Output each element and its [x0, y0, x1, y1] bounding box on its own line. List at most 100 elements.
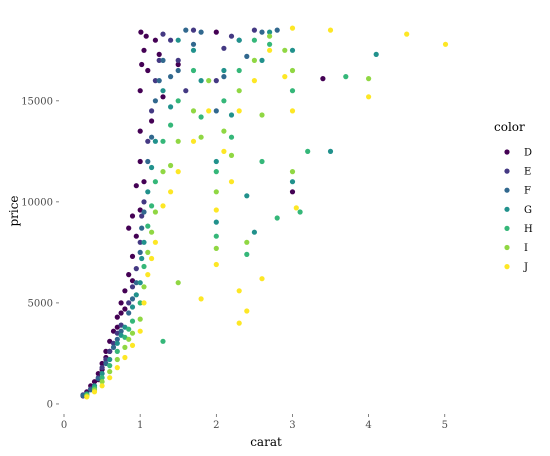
data-point-E-6 — [126, 300, 132, 306]
data-point-I-14 — [206, 78, 212, 84]
data-point-G-23 — [251, 229, 257, 235]
data-point-F-27 — [244, 53, 250, 60]
data-point-J-3 — [107, 375, 113, 381]
data-point-J-26 — [213, 261, 219, 268]
data-point-G-25 — [139, 255, 145, 262]
data-point-G-16 — [236, 37, 242, 43]
plot-points — [80, 25, 449, 400]
data-point-I-23 — [244, 239, 250, 245]
data-point-H-16 — [236, 67, 242, 74]
y-tick-label-0: 0 — [47, 399, 53, 410]
data-point-G-18 — [267, 29, 273, 35]
data-point-F-9 — [141, 209, 147, 215]
data-point-J-36 — [289, 25, 296, 31]
data-point-H-22 — [213, 233, 219, 239]
legend-key-J — [504, 264, 510, 270]
data-point-F-21 — [149, 134, 155, 140]
data-point-D-23 — [129, 213, 136, 219]
data-point-H-12 — [175, 98, 181, 104]
data-point-E-16 — [228, 33, 235, 39]
y-tick-label-1: 5000 — [28, 298, 53, 309]
data-point-D-17 — [137, 88, 143, 94]
legend-label-E: E — [524, 167, 531, 178]
data-point-H-21 — [343, 74, 349, 80]
data-point-F-7 — [133, 280, 139, 286]
data-point-F-6 — [126, 310, 132, 316]
data-point-F-16 — [213, 108, 219, 114]
data-point-H-11 — [160, 138, 166, 144]
data-point-F-19 — [274, 27, 280, 33]
data-point-I-13 — [190, 108, 197, 114]
data-point-E-23 — [221, 45, 227, 51]
data-point-D-6 — [103, 348, 109, 354]
data-point-F-10 — [145, 158, 151, 165]
legend-key-E — [504, 168, 510, 174]
data-point-D-13 — [129, 253, 136, 259]
data-point-I-27 — [168, 162, 174, 169]
data-point-D-19 — [141, 47, 147, 53]
data-point-E-8 — [137, 239, 143, 245]
legend-label-H: H — [524, 224, 533, 235]
data-point-F-18 — [259, 29, 265, 35]
data-point-I-12 — [175, 138, 181, 144]
data-point-I-6 — [129, 330, 136, 336]
data-point-E-12 — [160, 31, 166, 37]
data-point-I-31 — [259, 112, 265, 118]
data-point-J-14 — [206, 108, 212, 114]
data-point-H-9 — [145, 223, 151, 229]
data-point-G-19 — [289, 47, 296, 53]
data-point-H-30 — [228, 134, 235, 140]
data-point-E-7 — [133, 266, 139, 272]
data-point-I-2 — [99, 379, 105, 385]
data-point-D-12 — [126, 272, 132, 278]
data-point-E-14 — [190, 27, 197, 33]
data-point-G-6 — [129, 304, 136, 310]
data-point-I-22 — [213, 245, 219, 251]
data-point-D-14 — [133, 233, 139, 239]
data-point-J-4 — [114, 365, 120, 371]
data-point-D-35 — [175, 61, 181, 68]
x-tick-label-5: 5 — [442, 420, 448, 431]
legend-title: color — [494, 120, 525, 134]
data-point-D-24 — [126, 225, 132, 231]
x-tick-label-1: 1 — [137, 420, 143, 431]
data-point-H-15 — [221, 98, 227, 104]
data-point-D-27 — [139, 61, 145, 68]
y-axis: 0 5000 10000 15000 — [21, 96, 59, 410]
data-point-G-15 — [221, 67, 227, 74]
data-point-G-29 — [228, 112, 235, 118]
data-point-G-27 — [168, 104, 174, 110]
legend-label-D: D — [524, 148, 532, 159]
data-point-I-30 — [126, 336, 132, 342]
data-point-G-12 — [175, 37, 181, 43]
data-point-J-1 — [91, 389, 98, 395]
data-point-H-20 — [305, 148, 311, 154]
data-point-H-31 — [126, 326, 132, 332]
data-point-F-4 — [110, 344, 117, 350]
data-point-F-12 — [160, 57, 166, 64]
data-point-G-17 — [259, 57, 265, 64]
data-point-G-7 — [137, 280, 143, 286]
data-point-J-15 — [213, 207, 219, 213]
legend-key-G — [504, 206, 510, 212]
data-point-J-16 — [221, 148, 227, 154]
legend-label-F: F — [524, 186, 531, 197]
data-point-H-10 — [152, 179, 158, 185]
data-point-F-8 — [137, 249, 143, 255]
data-point-H-14 — [213, 169, 219, 175]
data-point-J-20 — [289, 108, 296, 114]
data-point-G-11 — [160, 88, 166, 94]
data-point-D-16 — [137, 158, 143, 165]
data-point-E-26 — [107, 348, 113, 354]
x-tick-label-4: 4 — [365, 420, 371, 431]
data-point-D-4 — [95, 371, 101, 377]
data-point-G-10 — [152, 138, 158, 144]
data-point-G-21 — [373, 51, 379, 58]
data-point-J-22 — [327, 27, 334, 33]
data-point-D-5 — [99, 360, 105, 367]
data-point-J-11 — [160, 203, 166, 209]
data-point-I-25 — [175, 280, 181, 286]
data-point-J-32 — [149, 255, 155, 262]
x-tick-label-2: 2 — [213, 420, 219, 431]
